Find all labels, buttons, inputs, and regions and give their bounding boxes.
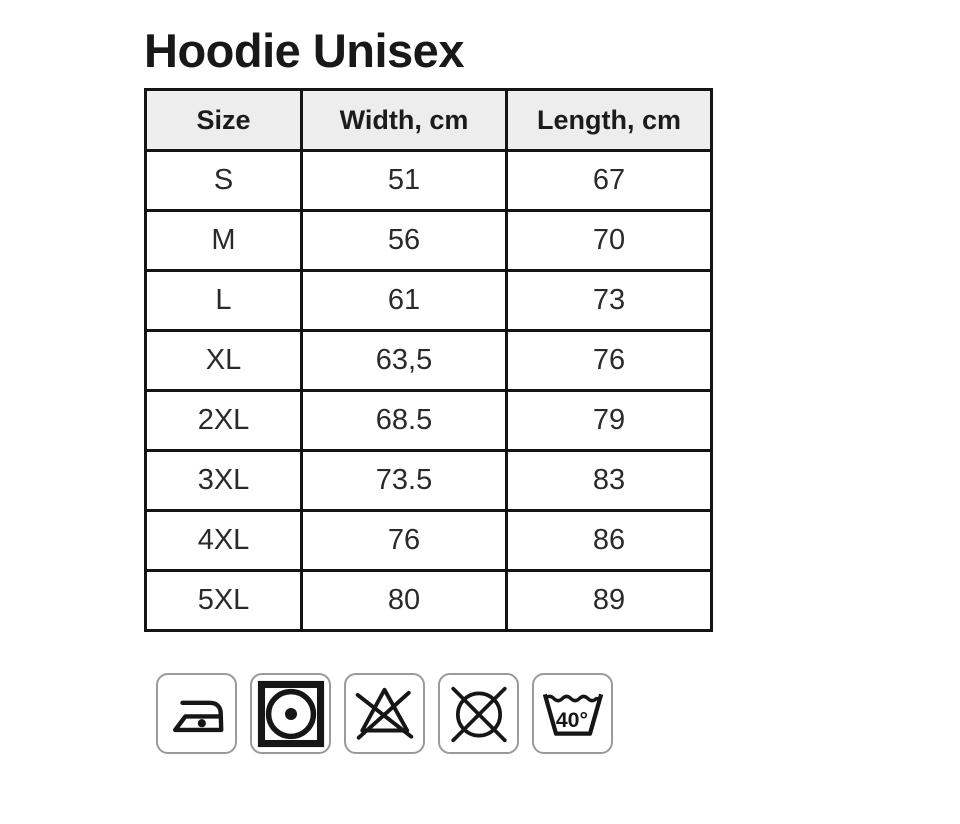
table-row: 5XL 80 89 [144, 569, 713, 632]
length-cell: 89 [505, 569, 713, 632]
length-cell: 67 [505, 149, 713, 212]
table-row: 4XL 76 86 [144, 509, 713, 572]
table-row: M 56 70 [144, 209, 713, 272]
length-cell: 70 [505, 209, 713, 272]
column-header-width: Width, cm [300, 88, 508, 152]
table-row: XL 63,5 76 [144, 329, 713, 392]
wash-temperature-label: 40° [555, 707, 587, 731]
length-cell: 73 [505, 269, 713, 332]
page-title: Hoodie Unisex [144, 24, 464, 77]
width-cell: 73.5 [300, 449, 508, 512]
size-cell: M [144, 209, 303, 272]
width-cell: 63,5 [300, 329, 508, 392]
size-table: Size Width, cm Length, cm S 51 67 M 56 7… [144, 88, 713, 632]
length-cell: 86 [505, 509, 713, 572]
size-cell: 3XL [144, 449, 303, 512]
column-header-size: Size [144, 88, 303, 152]
do-not-dry-clean-icon [438, 673, 519, 754]
table-row: S 51 67 [144, 149, 713, 212]
size-cell: L [144, 269, 303, 332]
size-cell: 2XL [144, 389, 303, 452]
width-cell: 56 [300, 209, 508, 272]
size-cell: S [144, 149, 303, 212]
size-cell: 5XL [144, 569, 303, 632]
do-not-bleach-icon [344, 673, 425, 754]
width-cell: 51 [300, 149, 508, 212]
table-header-row: Size Width, cm Length, cm [144, 88, 713, 152]
column-header-length: Length, cm [505, 88, 713, 152]
width-cell: 68.5 [300, 389, 508, 452]
length-cell: 79 [505, 389, 713, 452]
width-cell: 61 [300, 269, 508, 332]
machine-wash-40-icon: 40° [532, 673, 613, 754]
iron-low-temperature-icon [156, 673, 237, 754]
tumble-dry-low-heat-icon [250, 673, 331, 754]
size-cell: XL [144, 329, 303, 392]
table-row: L 61 73 [144, 269, 713, 332]
width-cell: 76 [300, 509, 508, 572]
length-cell: 83 [505, 449, 713, 512]
table-row: 3XL 73.5 83 [144, 449, 713, 512]
width-cell: 80 [300, 569, 508, 632]
table-row: 2XL 68.5 79 [144, 389, 713, 452]
size-cell: 4XL [144, 509, 303, 572]
care-icons-row: 40° [156, 673, 613, 754]
length-cell: 76 [505, 329, 713, 392]
